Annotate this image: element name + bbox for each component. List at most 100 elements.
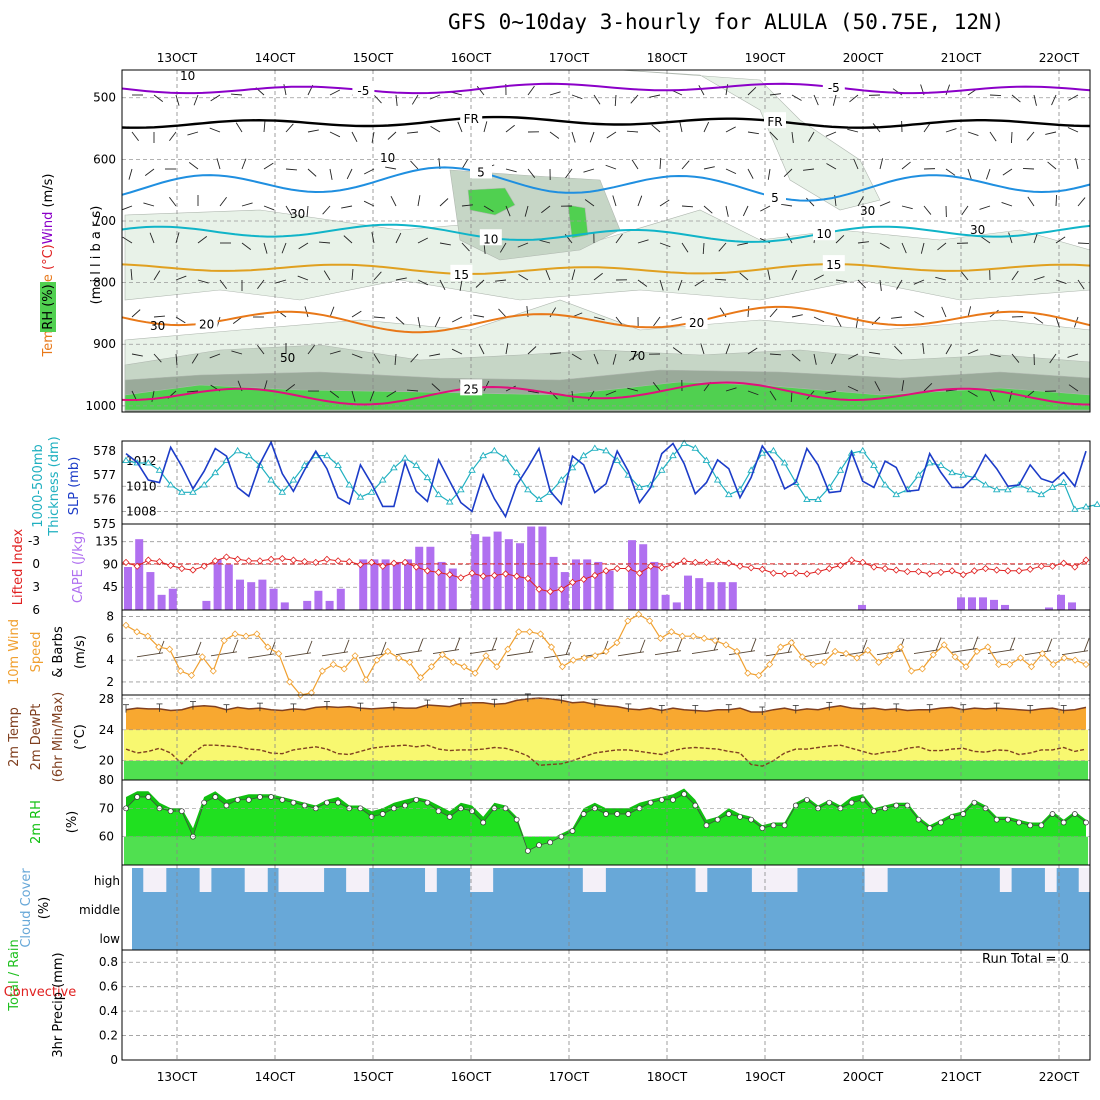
upper-wind-barb <box>835 316 842 327</box>
li-point <box>591 571 599 580</box>
li-point <box>758 565 766 573</box>
thickness-tick-label: 578 <box>93 444 116 458</box>
upper-wind-barb <box>430 125 441 133</box>
thickness-point <box>568 463 577 471</box>
precip-tick-label: 0.4 <box>99 1004 118 1018</box>
upper-wind-barb <box>216 158 221 170</box>
surface-wind-barb-flag <box>491 637 498 651</box>
rh-point <box>614 811 621 817</box>
thickness-point <box>1071 505 1079 512</box>
time-axis-top-label: 19OCT <box>745 51 786 65</box>
upper-wind-barb <box>857 241 869 244</box>
time-axis-top-label: 14OCT <box>255 51 296 65</box>
contour-label-bg <box>470 162 492 179</box>
contour-label-bg <box>764 188 786 205</box>
upper-wind-barb <box>241 202 253 207</box>
upper-wind-barb <box>1068 94 1079 101</box>
temperature-contour-15 <box>121 263 1091 275</box>
upper-wind-barb <box>439 242 451 246</box>
rh-point <box>1016 819 1022 826</box>
thickness-point <box>613 456 621 463</box>
wind-speed-point <box>558 663 566 671</box>
li-point <box>144 556 152 564</box>
temp-unit-text: (°C) <box>73 724 88 750</box>
rh-shade-region <box>467 187 516 216</box>
li-point <box>892 566 900 574</box>
surface-wind-barb-flag <box>565 641 572 656</box>
upper-wind-barb <box>725 126 736 133</box>
li-point <box>781 570 789 578</box>
wind-speed-point <box>951 653 959 661</box>
li-point <box>1026 565 1034 573</box>
li-point <box>390 559 398 567</box>
rh-point <box>178 808 185 815</box>
upper-wind-barb <box>825 131 837 137</box>
contour-label: -5 <box>828 81 840 95</box>
li-point <box>289 556 298 564</box>
cape-bar <box>583 559 592 610</box>
cape-bar <box>280 602 289 610</box>
upper-wind-barb <box>694 279 705 287</box>
upper-wind-barb <box>941 306 947 318</box>
upper-wind-barb <box>329 350 341 355</box>
upper-wind-barb <box>703 166 715 170</box>
wind-speed-point <box>624 617 632 625</box>
upper-wind-barb <box>825 390 837 394</box>
li-point <box>178 564 186 573</box>
upper-wind-barb <box>197 279 209 284</box>
millibars-ylabel-text: (m i l l i b a r s) <box>89 206 104 305</box>
wind-speed-point <box>1027 663 1036 671</box>
cape-bar <box>437 561 446 610</box>
cloud-high-gap <box>1078 868 1091 892</box>
li-point <box>256 557 264 565</box>
upper-wind-barb <box>725 343 731 355</box>
upper-wind-barb <box>459 279 463 291</box>
upper-wind-barb <box>847 128 859 133</box>
contour-label: 5 <box>477 165 485 179</box>
rh-legend-label: RH (%) <box>41 284 56 329</box>
upper-wind-barb <box>1026 131 1035 141</box>
upper-wind-barb <box>1068 384 1079 392</box>
upper-wind-barb <box>945 128 957 133</box>
cloud-high-gap <box>999 868 1012 892</box>
surface-wind-barb-flag <box>713 637 720 651</box>
cape-bar <box>706 582 715 610</box>
li-point <box>379 562 387 570</box>
temp-unit-label: (°C) <box>73 724 88 750</box>
cloud-high-gap <box>751 868 764 892</box>
upper-wind-barb <box>549 307 557 318</box>
wind-ylabel: (m/s) <box>73 635 88 669</box>
wind-speed-point <box>144 632 152 640</box>
rh-point <box>413 796 420 803</box>
cloud-low-mid-area <box>132 868 1090 950</box>
upper-wind-barb <box>197 236 208 244</box>
rh-unit-label: (%) <box>65 811 80 834</box>
wind-speed-point <box>460 663 468 671</box>
li-ylabel: Lifted Index <box>11 528 26 605</box>
upper-wind-barb <box>175 275 187 281</box>
slp-tick-label: 1010 <box>126 479 157 493</box>
upper-wind-barb <box>298 242 309 250</box>
wind-speed-point <box>1016 654 1025 662</box>
contour-label: 15 <box>826 258 841 272</box>
li-point <box>155 558 164 566</box>
rh-contour-label: 70 <box>630 349 645 363</box>
upper-wind-barb <box>371 232 375 244</box>
upper-wind-barb <box>891 316 903 319</box>
li-point <box>267 555 275 563</box>
upper-wind-barb <box>307 344 315 355</box>
upper-wind-barb <box>659 199 670 207</box>
precip-convective-label: Convective <box>4 985 77 1000</box>
cloud-high-gap <box>143 868 156 892</box>
rh-point <box>435 808 442 815</box>
cape-ylabel-text: CAPE (J/kg) <box>71 531 86 603</box>
li-point <box>301 558 309 566</box>
contour-label-bg <box>352 81 375 98</box>
upper-wind-barb <box>1055 279 1067 285</box>
rh-point <box>692 802 699 809</box>
li-point <box>926 570 934 578</box>
rh-point <box>1060 819 1067 826</box>
rh-base-band <box>124 836 1088 865</box>
contour-label: -5 <box>357 84 369 98</box>
precip-total-text: Total / Rain <box>7 939 22 1012</box>
